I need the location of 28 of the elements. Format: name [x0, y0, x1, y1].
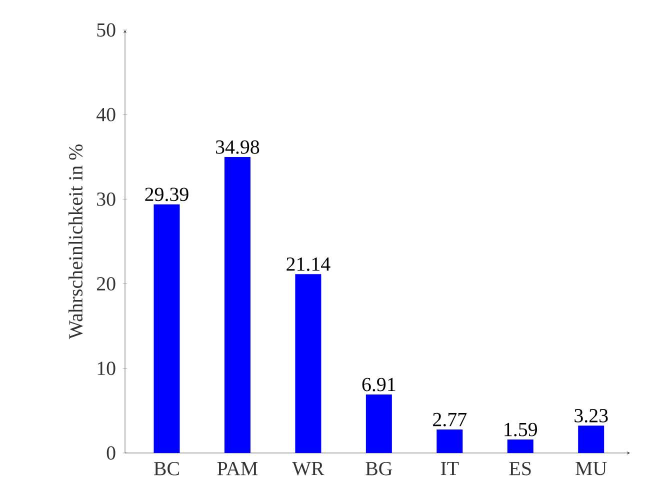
- bar: [366, 394, 392, 453]
- y-tick-label: 40: [96, 108, 116, 122]
- y-tick-label: 30: [97, 192, 116, 206]
- bar: [295, 274, 322, 453]
- x-tick-label: WR: [292, 462, 324, 476]
- x-tick-label: MU: [576, 462, 607, 476]
- y-tick-label: 20: [96, 277, 116, 290]
- bar: [224, 157, 250, 453]
- data-label: 21.14: [286, 257, 330, 271]
- bar: [154, 204, 180, 453]
- bar: [436, 430, 463, 453]
- x-tick-label: BG: [366, 462, 392, 476]
- y-tick-label: 50: [97, 23, 116, 37]
- bar: [507, 440, 534, 453]
- data-label: 6.91: [362, 378, 396, 392]
- bar: [578, 426, 604, 453]
- y-axis-title: Wahrscheinlichkeit in %: [68, 144, 83, 340]
- data-label: 2.77: [433, 412, 467, 426]
- y-tick-label: 10: [98, 362, 116, 376]
- x-tick-label: ES: [509, 462, 531, 476]
- x-tick-label: PAM: [217, 462, 258, 476]
- data-label: 34.98: [216, 140, 260, 154]
- data-label: 1.59: [504, 422, 537, 436]
- x-tick-label: IT: [440, 462, 459, 475]
- data-label: 3.23: [574, 409, 608, 422]
- y-tick-label: 0: [106, 446, 116, 460]
- x-tick-label: BC: [154, 462, 179, 476]
- data-label: 29.39: [145, 188, 188, 202]
